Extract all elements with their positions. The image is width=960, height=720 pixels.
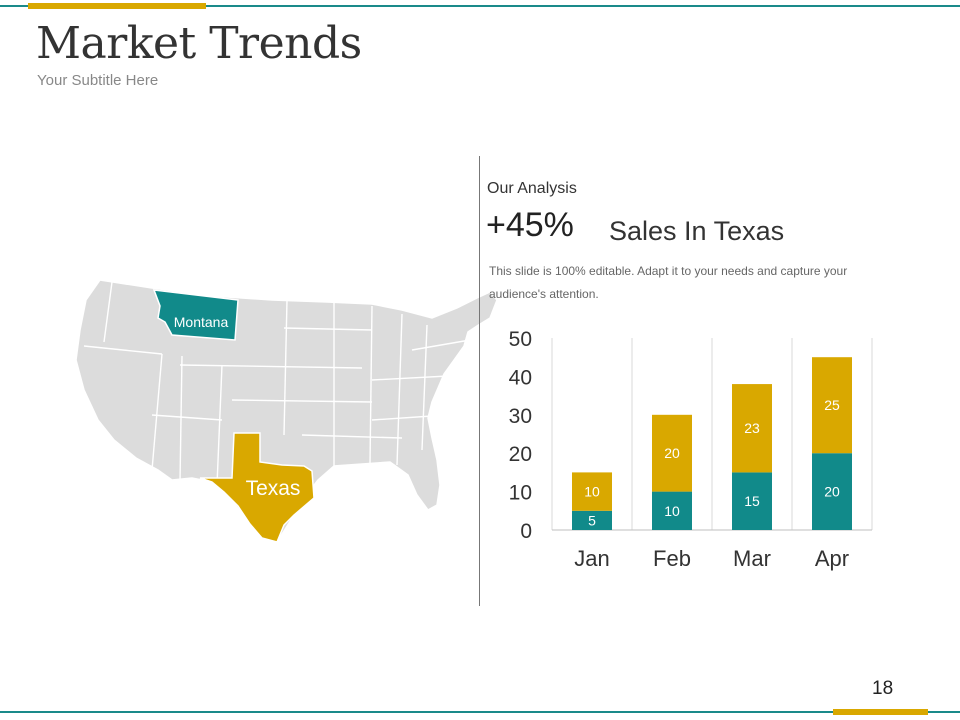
bar-mar-series-2 xyxy=(732,384,772,473)
bottom-accent-bar xyxy=(833,709,928,715)
montana-label: Montana xyxy=(174,314,229,330)
data-label: 23 xyxy=(744,420,760,436)
x-tick-label: Mar xyxy=(733,546,771,571)
data-label: 10 xyxy=(584,484,600,500)
top-accent-bar xyxy=(28,3,206,9)
y-tick-label: 50 xyxy=(509,328,532,351)
montana-shape xyxy=(152,289,239,341)
slide-subtitle: Your Subtitle Here xyxy=(37,72,159,89)
state-borders xyxy=(83,281,471,486)
bar-apr-series-2 xyxy=(812,357,852,454)
slide-title: Market Trends xyxy=(36,18,362,69)
top-rule xyxy=(0,5,960,7)
analysis-heading: Our Analysis xyxy=(487,180,577,197)
y-tick-label: 30 xyxy=(509,405,532,428)
bar-feb-series-2 xyxy=(652,414,692,492)
analysis-label: Sales In Texas xyxy=(609,216,785,246)
bar-jan-series-1 xyxy=(572,510,612,530)
data-label: 20 xyxy=(824,484,840,500)
us-map: Montana Texas xyxy=(75,279,498,543)
bar-feb-series-1 xyxy=(652,491,692,530)
x-tick-label: Apr xyxy=(815,546,849,571)
vertical-divider xyxy=(479,156,480,606)
y-tick-label: 20 xyxy=(509,443,532,466)
data-label: 5 xyxy=(588,512,596,528)
analysis-description: This slide is 100% editable. Adapt it to… xyxy=(489,264,848,301)
data-label: 15 xyxy=(744,493,760,509)
bar-jan-series-2 xyxy=(572,472,612,511)
x-tick-label: Jan xyxy=(574,546,609,571)
us-mainland-shape xyxy=(75,279,498,543)
x-tick-label: Feb xyxy=(653,546,691,571)
y-tick-label: 0 xyxy=(520,520,532,543)
texas-shape xyxy=(199,432,315,543)
texas-label: Texas xyxy=(246,477,301,500)
page-number: 18 xyxy=(872,678,894,699)
data-label: 25 xyxy=(824,397,840,413)
data-label: 10 xyxy=(664,503,680,519)
stacked-bar-chart: 0 10 20 30 40 50 5 10 Jan 10 20 Feb 15 23 Mar 20 25 Apr xyxy=(509,328,873,571)
data-label: 20 xyxy=(664,445,680,461)
bar-mar-series-1 xyxy=(732,472,772,530)
bar-apr-series-1 xyxy=(812,453,852,530)
analysis-percent: +45% xyxy=(486,206,574,244)
y-tick-label: 40 xyxy=(509,366,532,389)
bottom-rule xyxy=(0,711,960,713)
y-tick-label: 10 xyxy=(509,482,532,505)
